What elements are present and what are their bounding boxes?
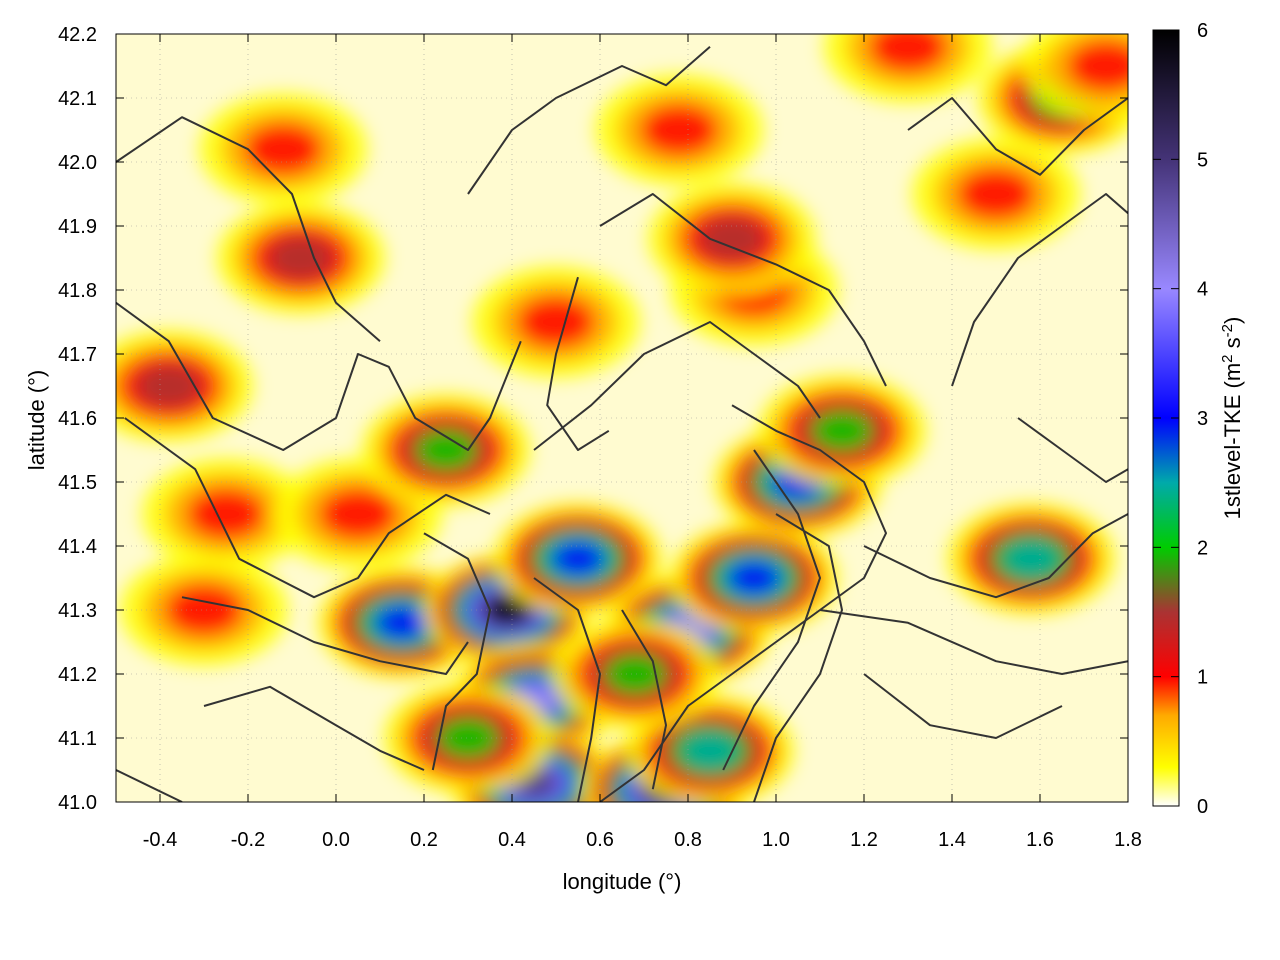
tke-blob-7-2 [516,295,596,349]
colorbar-tick-label-6: 6 [1197,20,1208,42]
tke-blob-9-9 [484,594,532,626]
tke-blob-10-6 [551,541,605,577]
contour-line-19 [621,609,667,790]
tke-blob-3-2 [186,487,266,541]
contour-line-16 [1017,417,1128,483]
contour-line-6 [533,321,821,451]
tke-blob-26-2 [1066,39,1128,93]
y-tick-label-8: 41.8 [58,280,97,302]
contour-line-17 [423,532,491,771]
contour-line-15 [951,193,1128,387]
colorbar-label-sup1: 2 [1219,354,1236,362]
y-tick-label-6: 41.6 [58,408,97,430]
contour-line-12 [863,513,1128,599]
y-tick-label-5: 41.5 [58,472,97,494]
colorbar-tick-label-4: 4 [1197,279,1208,301]
tke-blob-5-2 [318,487,398,541]
contour-line-3 [181,596,469,675]
x-tick-label-10: 1.6 [1026,829,1054,851]
colorbar-label-mid: s [1220,337,1245,354]
y-tick-label-7: 41.7 [58,344,97,366]
contour-line-18 [533,577,601,802]
y-tick-label-10: 42.0 [58,152,97,174]
x-axis-ticks: -0.4 -0.2 0.0 0.2 0.4 0.6 0.8 1.0 1.2 1.4 1.6 1.8 [143,34,1142,851]
y-tick-label-3: 41.3 [58,600,97,622]
x-tick-label-4: 0.4 [498,829,526,851]
y-tick-label-4: 41.4 [58,536,97,558]
tke-blob-2-3 [135,363,203,409]
x-tick-label-6: 0.8 [674,829,702,851]
tke-blob-24-2 [956,167,1036,221]
contour-line-8 [467,46,711,195]
colorbar-tick-label-1: 1 [1197,667,1208,689]
contour-line-21 [546,276,610,451]
contour-line-1 [116,301,522,451]
x-tick-label-11: 1.8 [1114,829,1142,851]
y-axis-label: latitude (°) [24,370,49,471]
contour-line-10 [722,449,821,771]
colorbar-label: 1stlevel-TKE (m2 s-2) [1219,317,1245,520]
x-tick-label-2: 0.0 [322,829,350,851]
x-tick-label-1: -0.2 [231,829,265,851]
x-tick-label-5: 0.6 [586,829,614,851]
contour-line-11 [753,513,843,802]
colorbar-tick-label-0: 0 [1197,796,1208,818]
contour-line-2 [124,417,491,599]
x-axis-label: longitude (°) [563,869,682,894]
colorbar-tick-label-2: 2 [1197,537,1208,559]
colorbar-label-end: ) [1220,317,1245,324]
colorbar-tick-label-5: 5 [1197,149,1208,171]
tke-blob-6-4 [415,429,477,471]
y-tick-label-1: 41.1 [58,728,97,750]
colorbar-label-sup2: -2 [1219,324,1236,337]
contour-line-4 [203,685,425,771]
x-tick-label-0: -0.4 [143,829,177,851]
tke-blob-28-3 [698,216,766,262]
contour-line-7 [599,193,887,387]
contour-line-13 [819,609,1128,675]
y-tick-label-12: 42.2 [58,24,97,46]
x-tick-label-9: 1.4 [938,829,966,851]
tke-blob-13-4 [437,717,499,759]
contour-line-14 [863,673,1063,739]
x-tick-label-7: 1.0 [762,829,790,851]
contour-line-20 [907,97,1128,176]
tke-blob-0-2 [244,123,323,176]
colorbar-ticks: 0 1 2 3 4 5 6 [1153,20,1208,818]
tke-blob-20-4 [604,653,666,695]
x-tick-label-3: 0.2 [410,829,438,851]
colorbar-tick-label-3: 3 [1197,408,1208,430]
tke-blob-17-4 [811,410,873,451]
contour-lines [116,46,1128,802]
tke-blob-8-6 [375,605,429,641]
colorbar-label-main: 1stlevel-TKE (m [1220,363,1245,519]
contour-line-5 [116,769,183,802]
y-tick-label-9: 41.9 [58,216,97,238]
tke-blob-19-5 [682,732,738,770]
y-axis-ticks: 41.0 41.1 41.2 41.3 41.4 41.5 41.6 41.7 41.8 41.9… [58,24,1128,814]
contour-line-0 [116,116,381,342]
tke-blob-1-3 [267,235,335,281]
contour-line-9 [599,404,887,802]
y-tick-label-0: 41.0 [58,792,97,814]
tke-blob-23-5 [1003,540,1060,578]
tke-blob-22-2 [640,103,719,157]
tke-blob-15-6 [727,560,781,596]
tke-blob-27-2 [868,34,948,73]
tke-field [116,34,1128,802]
y-tick-label-2: 41.2 [58,664,97,686]
x-tick-label-8: 1.2 [850,829,878,851]
y-tick-label-11: 42.1 [58,88,97,110]
